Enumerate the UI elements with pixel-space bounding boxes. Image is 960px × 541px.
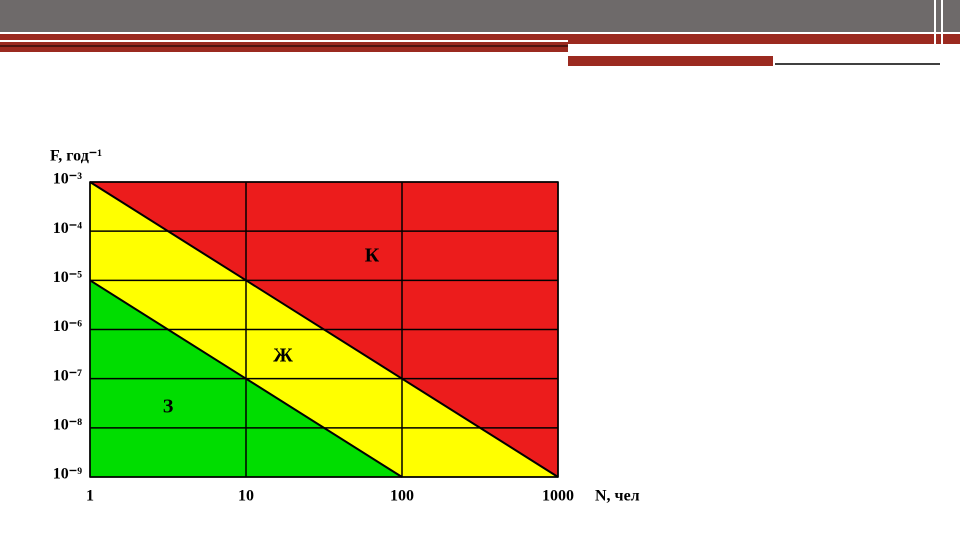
boundary-line <box>89 181 559 478</box>
x-tick-label: 1000 <box>542 488 574 505</box>
zone-label: К <box>365 245 380 267</box>
x-tick-label: 1 <box>86 488 94 505</box>
header-stripe <box>568 56 773 66</box>
x-tick-label: 100 <box>390 488 414 505</box>
boundary-line <box>89 279 403 478</box>
header-gap <box>568 44 960 54</box>
chart: 10⁻³ 10⁻⁴ 10⁻⁵ 10⁻⁶ 10⁻⁷ 10⁻⁸ 10⁻⁹1 10 100 1000 К Ж… <box>53 171 574 505</box>
plot-frame <box>89 181 559 478</box>
y-tick-label: 10⁻³ <box>53 171 82 188</box>
y-axis-label: F, год⁻¹ <box>50 148 102 165</box>
zone-label: Ж <box>273 345 293 367</box>
y-tick-label: 10⁻⁸ <box>53 417 82 434</box>
header-bar <box>0 0 960 32</box>
y-tick-label: 10⁻⁴ <box>53 220 82 237</box>
y-tick-label: 10⁻⁵ <box>53 269 82 286</box>
zone-label: З <box>163 396 174 418</box>
x-tick-label: 10 <box>238 488 254 505</box>
y-tick-label: 10⁻⁹ <box>53 466 82 483</box>
y-tick-label: 10⁻⁷ <box>53 367 82 384</box>
y-tick-label: 10⁻⁶ <box>53 318 82 335</box>
x-axis-label: N, чел <box>595 488 640 505</box>
